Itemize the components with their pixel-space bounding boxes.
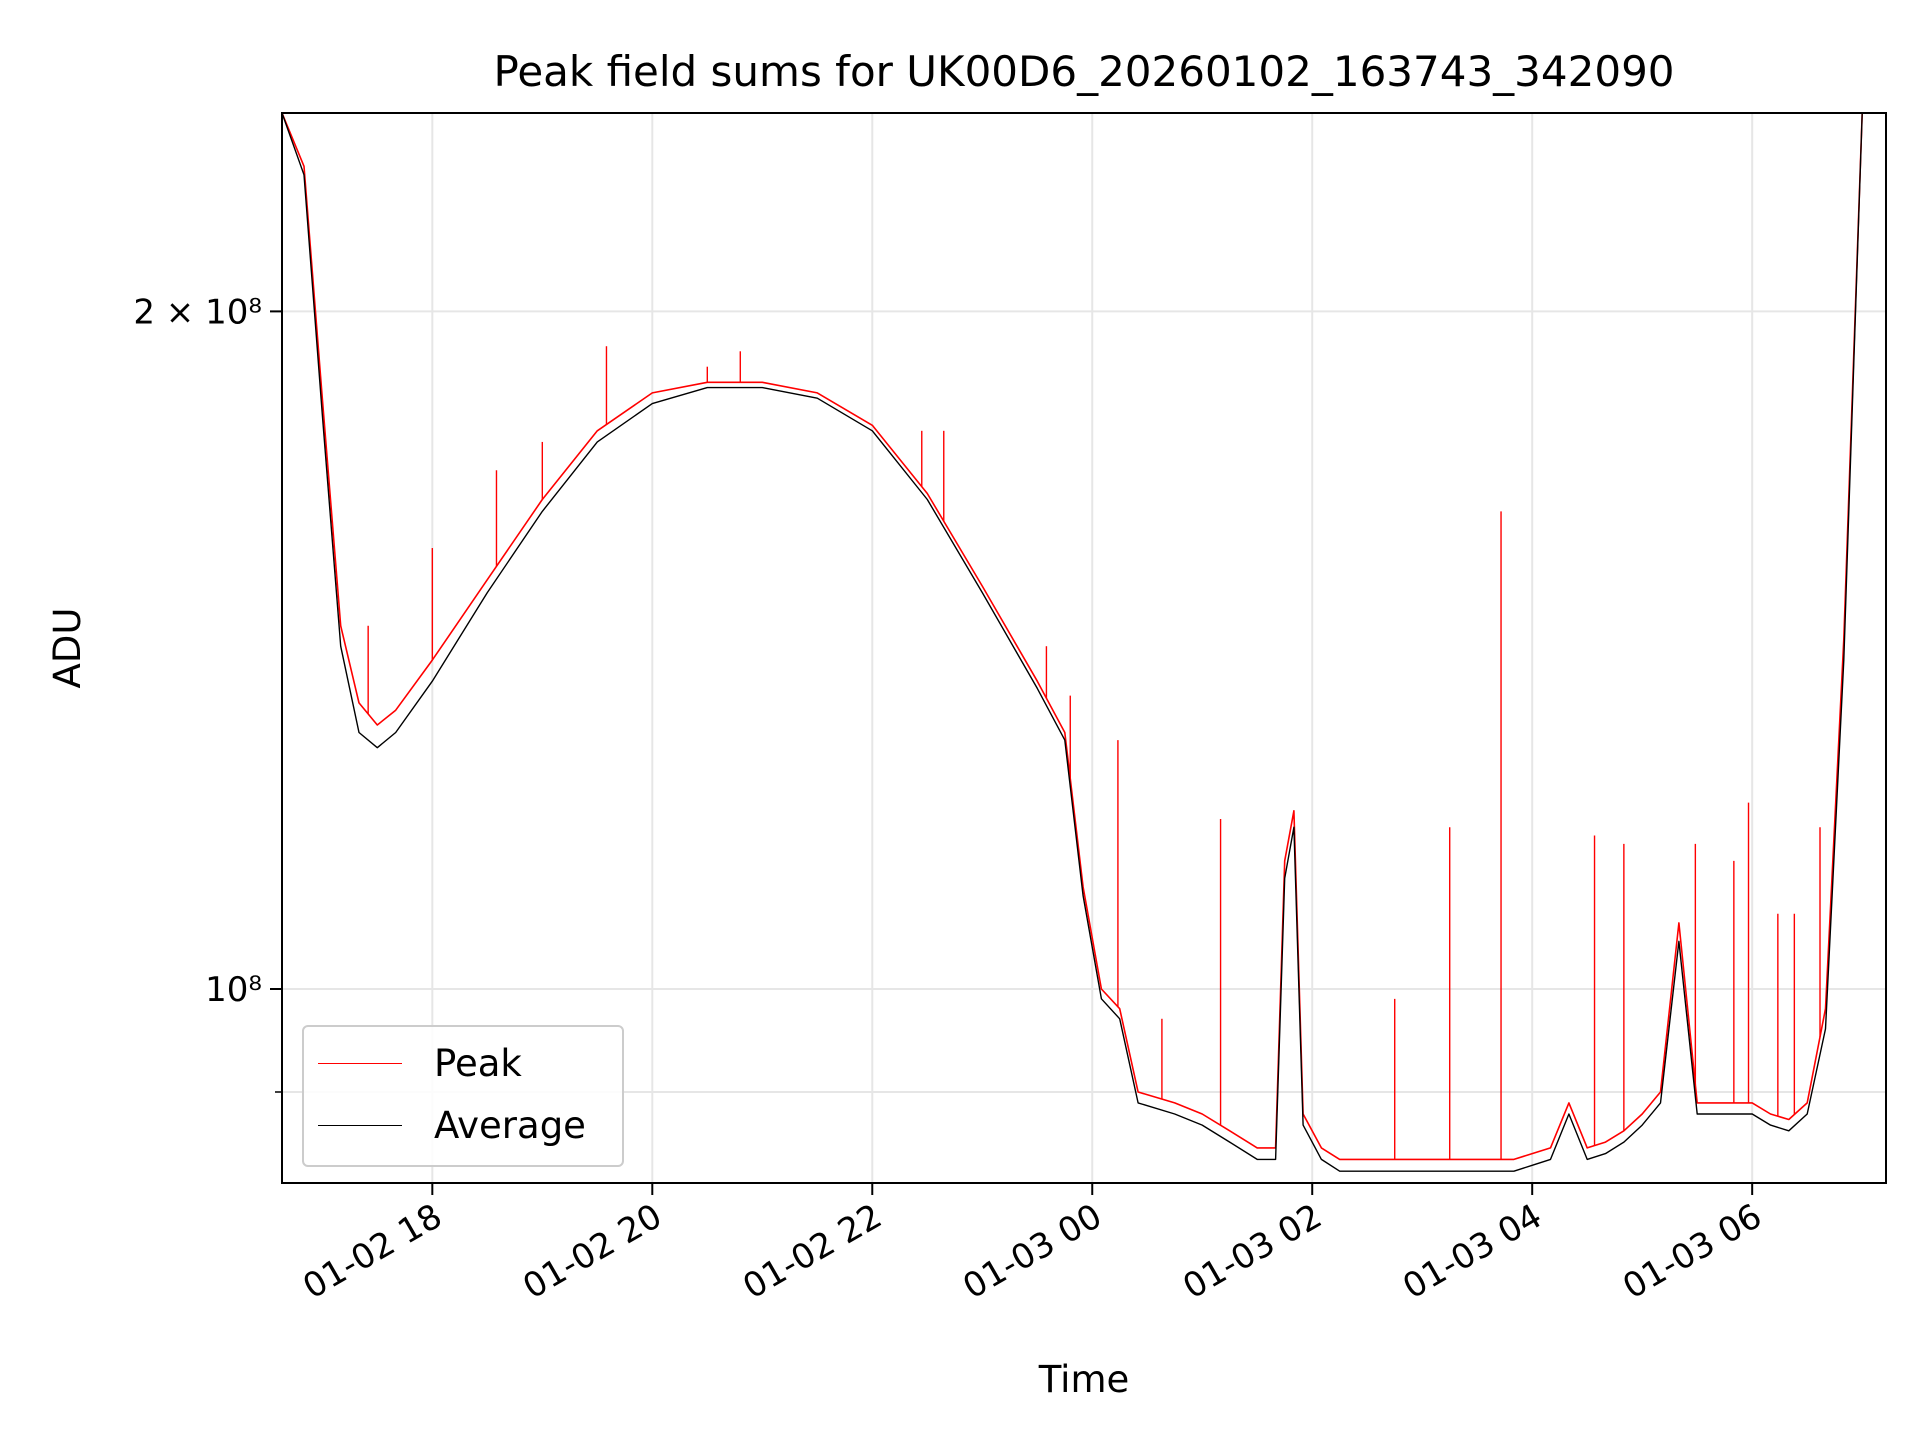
y-tick-label: 2 × 10⁸ (133, 292, 262, 332)
series-line-average (282, 113, 1886, 1172)
grid-layer (282, 113, 1886, 1183)
x-tick-label: 01-03 04 (1396, 1196, 1548, 1307)
series-layer (282, 113, 1886, 1172)
series-group (282, 113, 1886, 1172)
x-tick-label: 01-02 18 (296, 1196, 448, 1307)
x-tick-label: 01-02 22 (736, 1196, 888, 1307)
series-line-peak (282, 113, 1886, 1161)
plot-frame (281, 112, 1887, 1184)
legend-swatch-average (318, 1124, 402, 1126)
x-tick-label: 01-02 20 (516, 1196, 668, 1307)
x-axis-label: Time (1038, 1358, 1130, 1401)
y-tick-label: 10⁸ (205, 970, 262, 1010)
legend-swatch-peak (318, 1062, 402, 1064)
legend-label-average: Average (434, 1103, 586, 1147)
legend-label-peak: Peak (434, 1041, 522, 1085)
chart-title: Peak field sums for UK00D6_20260102_1637… (493, 47, 1674, 96)
x-tick-label: 01-03 00 (956, 1196, 1108, 1307)
legend-item-peak: Peak (318, 1041, 522, 1085)
x-tick-label: 01-03 06 (1616, 1196, 1768, 1307)
x-tick-label: 01-03 02 (1176, 1196, 1328, 1307)
legend: Peak Average (302, 1025, 624, 1167)
legend-item-average: Average (318, 1103, 586, 1147)
y-axis-label: ADU (46, 608, 89, 689)
